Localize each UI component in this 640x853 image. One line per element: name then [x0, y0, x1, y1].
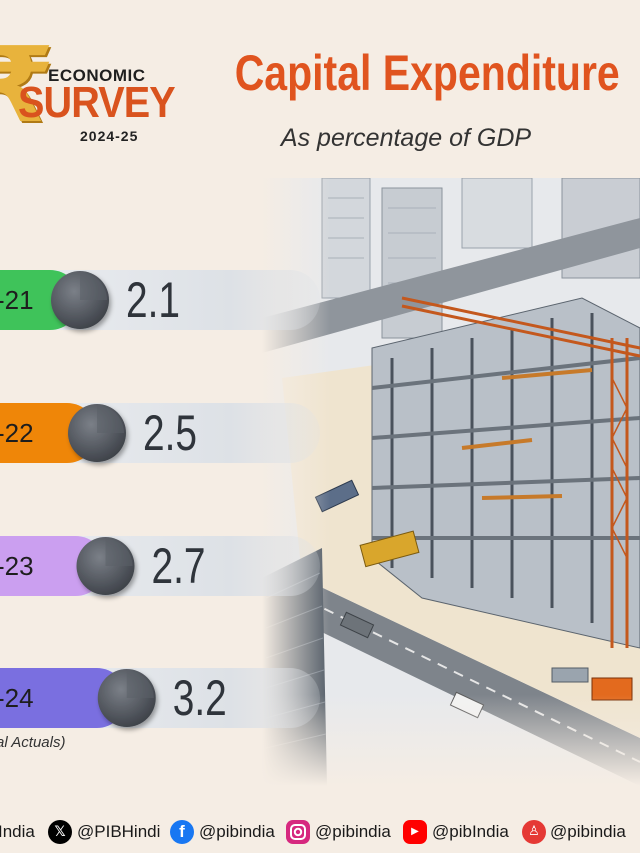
logo-year-text: 2024-25 — [80, 128, 139, 144]
footer-handle-koo[interactable]: @pibindia — [550, 822, 626, 841]
x-icon[interactable]: 𝕏 — [48, 820, 72, 844]
bar-knob-shade-0 — [80, 273, 107, 300]
bar-knob-shade-1 — [97, 406, 124, 433]
logo-survey-text: SURVEY — [18, 78, 176, 127]
value-label-3: 3.2 — [173, 670, 227, 726]
bar-fill-2 — [0, 536, 106, 596]
facebook-icon[interactable]: f — [170, 820, 194, 844]
bar-knob-shade-2 — [105, 539, 133, 566]
category-label-0: -21 — [0, 285, 34, 315]
footer-handle-x[interactable]: @PIBHindi — [77, 822, 161, 841]
page-title: Capital Expenditure — [234, 45, 620, 101]
category-label-1: -22 — [0, 418, 34, 448]
logo-economic-text: ECONOMIC — [48, 66, 146, 85]
bar-fill-3 — [0, 668, 127, 728]
social-footer: India 𝕏 @PIBHindi f @pibindia @pibindia … — [0, 814, 640, 850]
economic-survey-logo: ₹ ECONOMIC SURVEY 2024-25 — [0, 28, 176, 158]
page-subtitle: As percentage of GDP — [280, 124, 532, 152]
chart-footnote: al Actuals) — [0, 734, 66, 751]
value-label-1: 2.5 — [143, 405, 197, 461]
footer-handle-instagram[interactable]: @pibindia — [315, 822, 391, 841]
footer-handle-youtube[interactable]: @pibIndia — [432, 822, 509, 841]
value-label-0: 2.1 — [126, 272, 180, 328]
youtube-icon[interactable]: ▶ — [403, 820, 427, 844]
instagram-icon[interactable] — [286, 820, 310, 844]
construction-site-illustration — [262, 178, 640, 786]
footer-handle-0[interactable]: India — [0, 822, 35, 841]
value-label-2: 2.7 — [152, 538, 206, 594]
koo-icon[interactable]: ♙ — [522, 820, 546, 844]
footer-handle-facebook[interactable]: @pibindia — [199, 822, 275, 841]
category-label-2: -23 — [0, 551, 34, 581]
category-label-3: -24 — [0, 683, 34, 713]
bar-knob-shade-3 — [126, 671, 154, 698]
